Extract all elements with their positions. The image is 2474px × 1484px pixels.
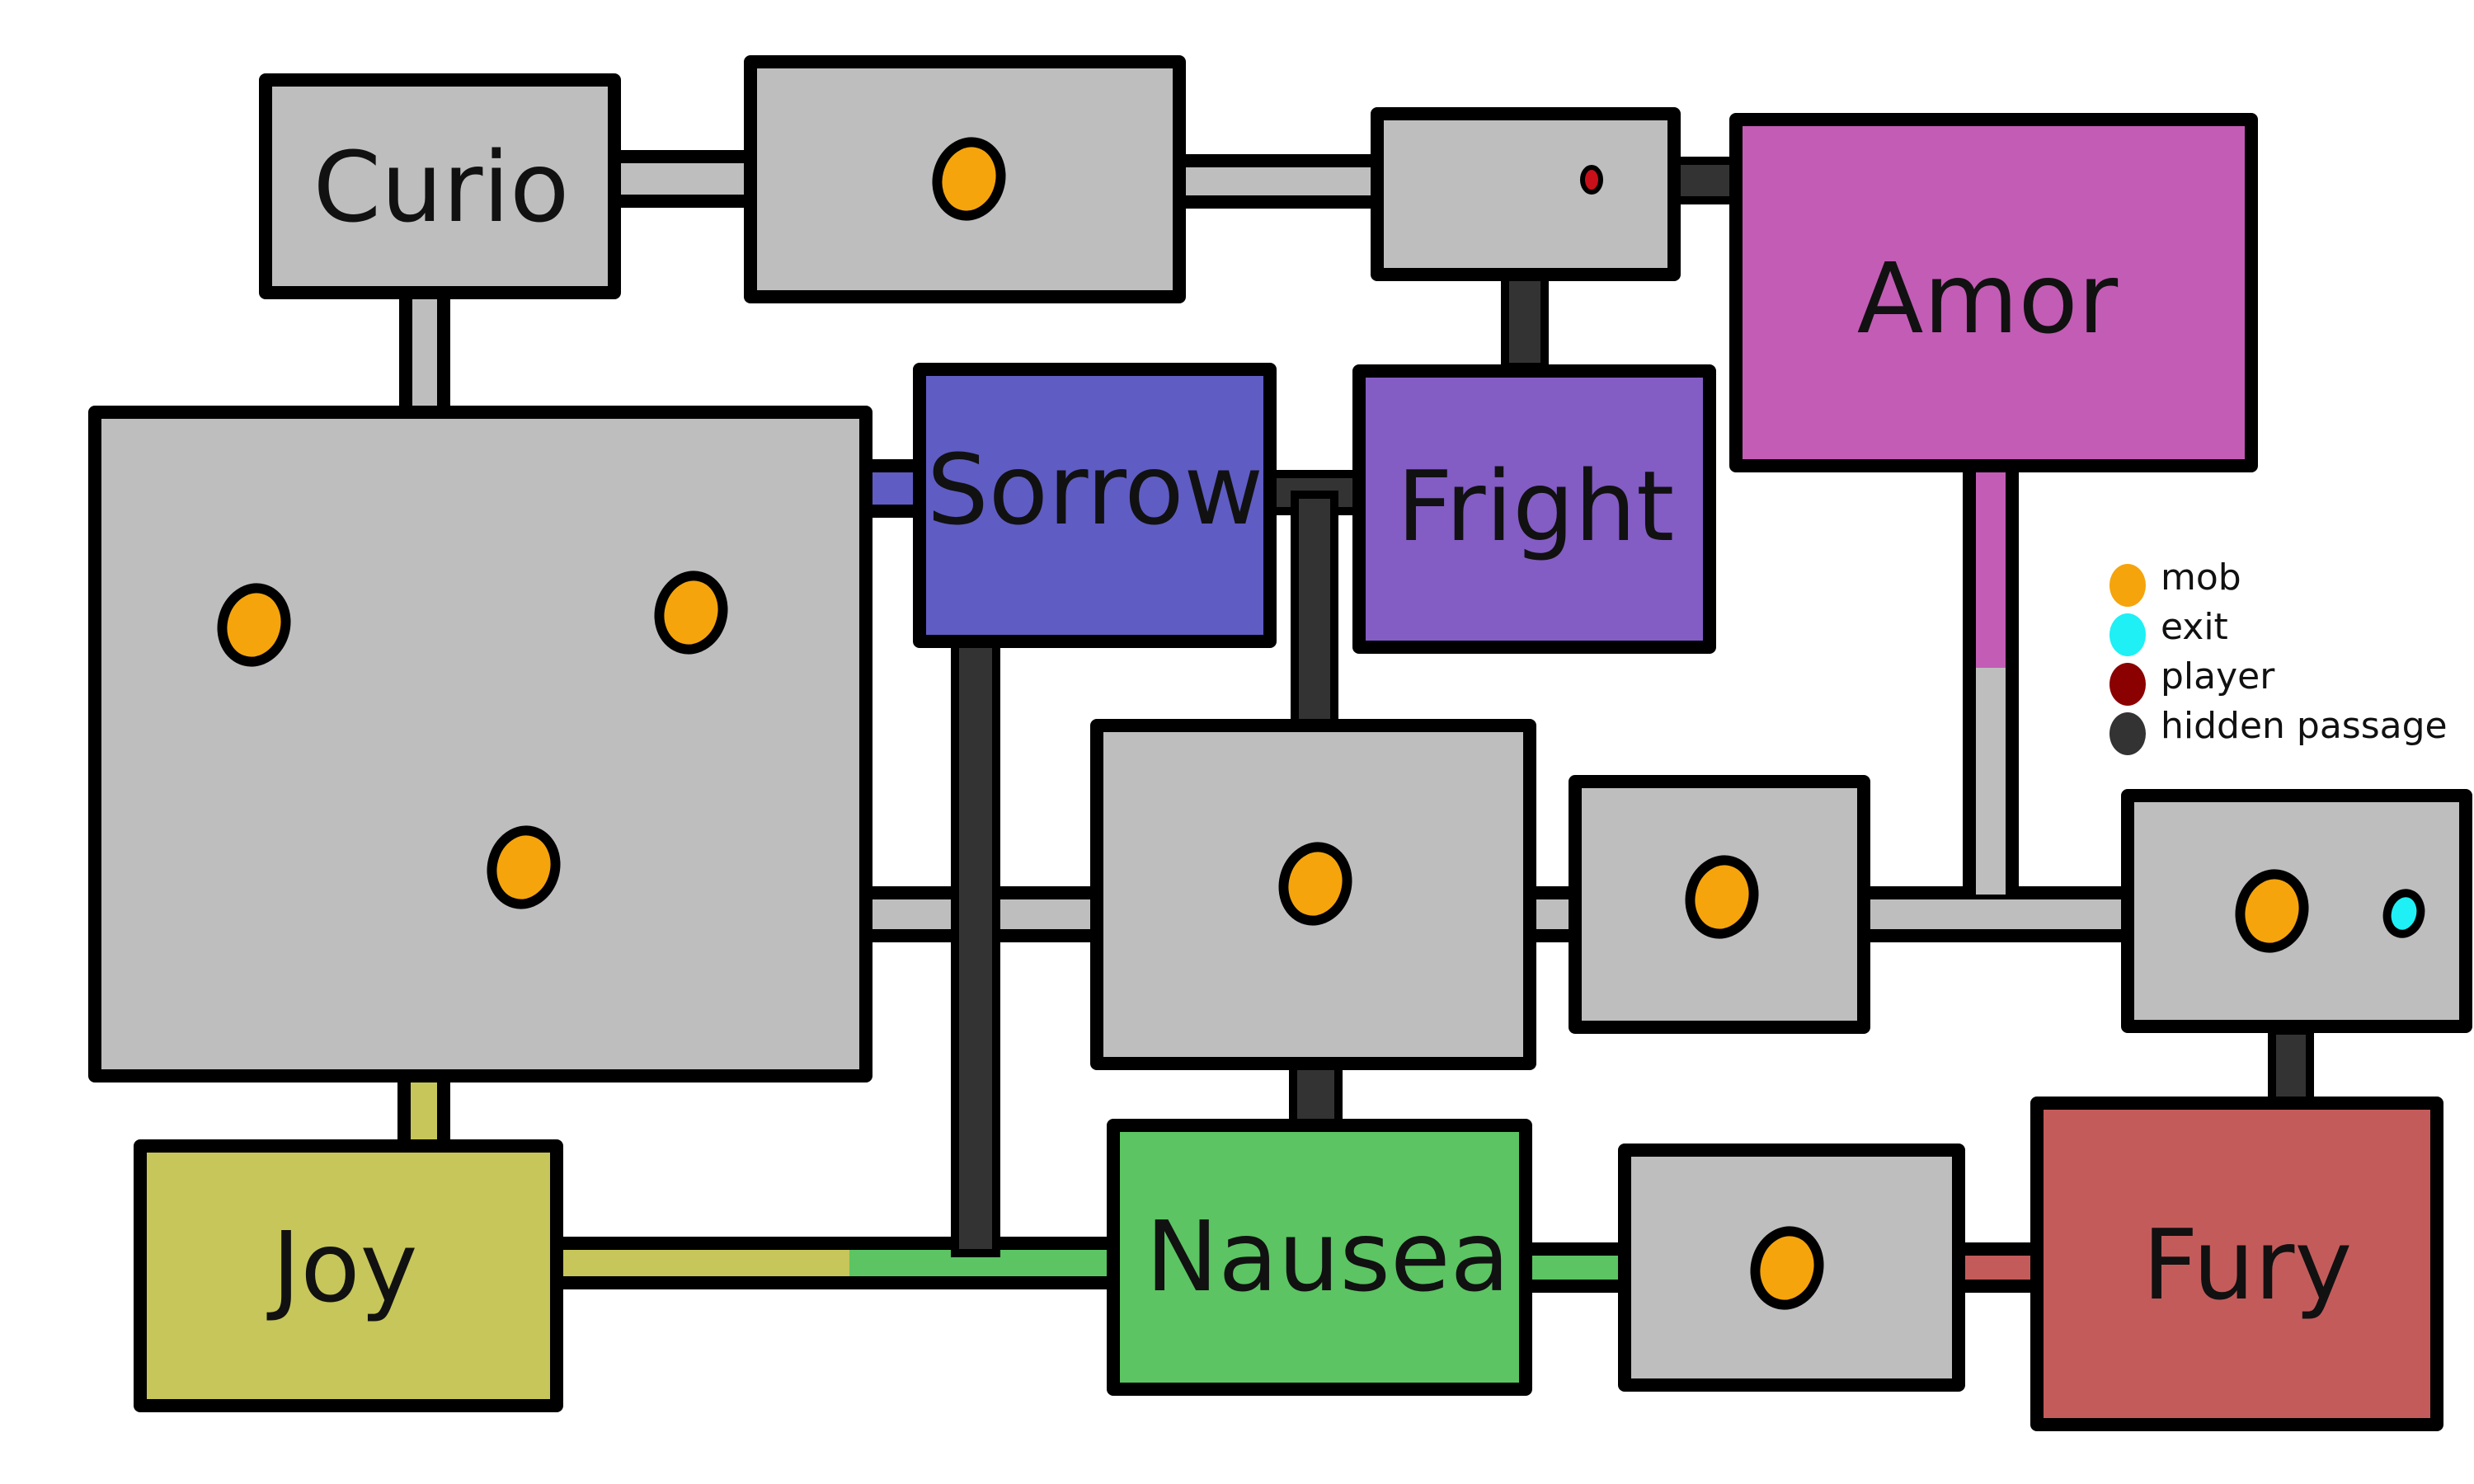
mob-marker <box>654 571 728 655</box>
legend-hidden-passage-swatch <box>2109 712 2146 755</box>
corridor-joy-nausea <box>553 1237 1126 1289</box>
room-small-top <box>1371 107 1681 281</box>
hidden-passage-far-right-room-fury <box>2268 1026 2314 1109</box>
exit-marker <box>2382 889 2425 938</box>
legend-exit-swatch <box>2109 613 2146 656</box>
hidden-passage-small-room-fright <box>1501 272 1549 371</box>
corridor-nausea-bottom-room <box>1522 1242 1629 1293</box>
room-big-left <box>88 406 872 1082</box>
room-sorrow <box>913 363 1277 648</box>
room-label-curio: Curio <box>313 130 570 244</box>
legend-player-label: player <box>2161 655 2275 697</box>
corridor-mid-right-room-far-right-room <box>1860 886 2140 942</box>
hidden-passage-sorrow-joy-corridor <box>951 631 1000 1257</box>
mob-marker <box>932 137 1006 221</box>
hidden-passage-sorrow-fright-down <box>1291 491 1338 730</box>
room-label-fright: Fright <box>1397 449 1675 563</box>
mob-marker <box>2235 869 2309 953</box>
room-fright <box>1352 364 1716 654</box>
corridor-top-room-small-room <box>1175 154 1381 209</box>
legend-mob-swatch <box>2109 564 2146 607</box>
legend: mob exit player hidden passage <box>2109 556 2448 755</box>
room-labels: Curio Sorrow Fright Amor Joy Nausea Fury <box>266 130 2353 1324</box>
corridor-curio-top-room <box>606 150 755 208</box>
mob-marker <box>1685 855 1759 939</box>
legend-player-swatch <box>2109 663 2146 706</box>
room-label-joy: Joy <box>266 1210 418 1324</box>
room-amor <box>1729 113 2258 472</box>
mob-marker <box>487 825 561 909</box>
legend-exit-label: exit <box>2161 606 2228 648</box>
mob-marker <box>1750 1226 1824 1310</box>
room-nausea <box>1107 1119 1532 1396</box>
mob-marker <box>1278 842 1352 926</box>
legend-mob-label: mob <box>2161 556 2241 599</box>
corridor-bottom-room-fury <box>1954 1242 2045 1293</box>
room-label-amor: Amor <box>1857 242 2119 355</box>
player-marker <box>1580 165 1603 195</box>
room-curio <box>259 73 621 299</box>
room-fury <box>2030 1097 2443 1431</box>
markers <box>217 137 2425 1310</box>
room-label-fury: Fury <box>2142 1208 2353 1322</box>
legend-hidden-passage-label: hidden passage <box>2161 705 2448 747</box>
room-joy <box>134 1139 563 1412</box>
corridor-curio-big-room <box>399 297 450 420</box>
mob-marker <box>217 583 291 667</box>
room-label-nausea: Nausea <box>1145 1200 1510 1313</box>
corridor-amor-far-right <box>1963 462 2019 895</box>
room-label-sorrow: Sorrow <box>927 433 1263 547</box>
